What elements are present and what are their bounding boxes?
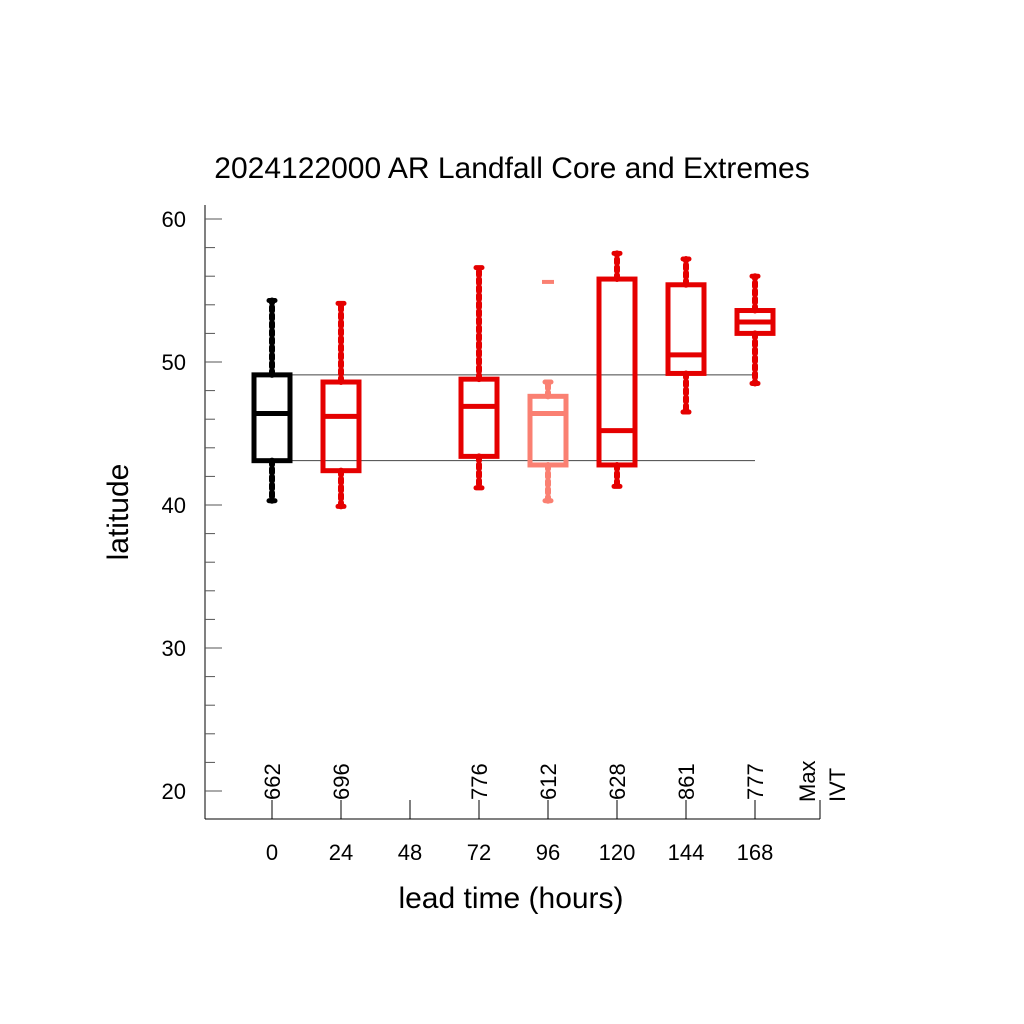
x-tick-label: 24 — [329, 840, 353, 865]
x-tick-label: 168 — [737, 840, 774, 865]
x-tick-label: 72 — [467, 840, 491, 865]
max-ivt-header: IVT — [825, 768, 850, 802]
box-plot — [320, 300, 362, 510]
box-plot — [596, 250, 638, 490]
max-ivt-value: 861 — [674, 763, 699, 800]
iqr-box — [665, 282, 707, 376]
y-tick-label: 30 — [162, 636, 186, 661]
max-ivt-value: 777 — [743, 763, 768, 800]
x-axis-label: lead time (hours) — [398, 882, 623, 915]
x-tick-label: 48 — [398, 840, 422, 865]
box-series — [251, 250, 776, 510]
box-plot — [665, 256, 707, 416]
iqr-box — [320, 379, 362, 474]
iqr-box — [458, 376, 500, 459]
max-ivt-value: 612 — [536, 763, 561, 800]
x-tick-label: 144 — [668, 840, 705, 865]
iqr-box — [251, 372, 293, 464]
max-ivt-value: 776 — [467, 763, 492, 800]
max-ivt-labels: 662 696 776 612 628 861 777 Max IVT — [260, 760, 850, 802]
box-plot — [458, 264, 500, 491]
iqr-box — [596, 276, 638, 468]
y-axis-label: latitude — [102, 464, 135, 561]
max-ivt-value: 662 — [260, 763, 285, 800]
y-tick-label: 50 — [162, 350, 186, 375]
iqr-box — [527, 393, 569, 468]
x-tick-label: 96 — [536, 840, 560, 865]
box-plot — [251, 297, 293, 504]
y-tick-label: 40 — [162, 493, 186, 518]
max-ivt-header: Max — [795, 760, 820, 802]
y-tick-label: 20 — [162, 779, 186, 804]
max-ivt-value: 696 — [329, 763, 354, 800]
max-ivt-value: 628 — [605, 763, 630, 800]
chart-title: 2024122000 AR Landfall Core and Extremes — [214, 152, 809, 185]
box-plot — [527, 279, 569, 504]
box-plot — [734, 273, 776, 387]
x-tick-label: 120 — [599, 840, 636, 865]
axes: 20 30 40 50 60 0 24 48 72 96 120 144 168 — [162, 205, 821, 865]
y-tick-label: 60 — [162, 207, 186, 232]
x-tick-label: 0 — [266, 840, 278, 865]
